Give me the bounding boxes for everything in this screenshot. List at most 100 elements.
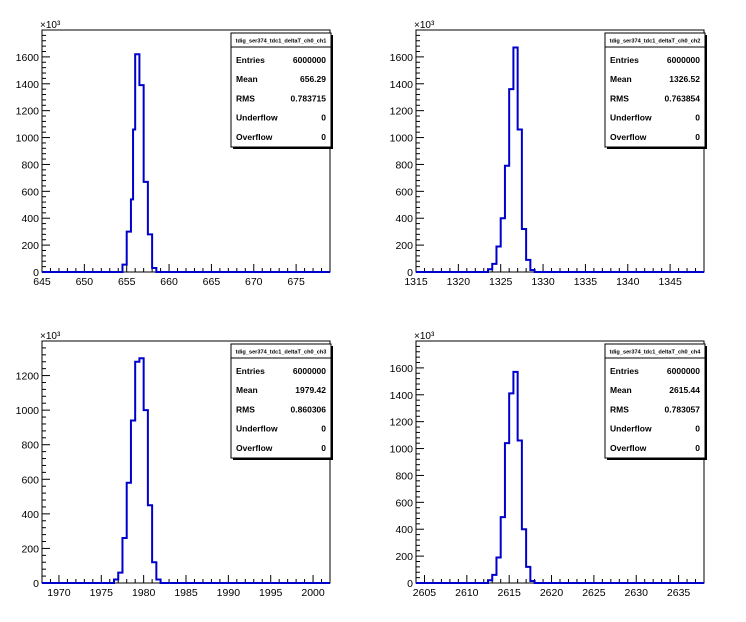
histogram-pad-ch1: ×10³ 0 200 400 600 800 1000 1200 1400 1600 645 650 6… (16, 20, 333, 288)
x-tick-label: 1325 (489, 276, 513, 288)
y-tick-label: 800 (21, 440, 39, 452)
y-tick-label: 400 (395, 524, 413, 536)
stats-key-entries: Entries (236, 366, 265, 376)
stats-value-mean: 2615.44 (669, 385, 700, 395)
y-tick-label: 600 (395, 186, 413, 198)
y-tick-label: 0 (33, 267, 39, 279)
x-tick-label: 2605 (413, 587, 437, 599)
stats-key-overflow: Overflow (610, 443, 647, 453)
stats-key-rms: RMS (236, 404, 255, 414)
stats-value-overflow: 0 (695, 132, 700, 142)
y-tick-label: 1600 (390, 52, 414, 64)
x-tick-label: 2615 (497, 587, 521, 599)
stats-value-mean: 1326.52 (669, 74, 700, 84)
stats-value-underflow: 0 (695, 113, 700, 123)
y-exponent-label: ×10³ (40, 331, 61, 342)
stats-box (230, 343, 332, 459)
stats-key-rms: RMS (610, 93, 629, 103)
stats-key-overflow: Overflow (236, 443, 273, 453)
y-tick-label: 1200 (16, 106, 40, 118)
stats-value-entries: 6000000 (667, 55, 700, 65)
y-tick-label: 1400 (16, 79, 40, 91)
y-tick-label: 1600 (16, 52, 40, 64)
stats-key-entries: Entries (610, 366, 639, 376)
y-tick-label: 800 (395, 470, 413, 482)
stats-key-rms: RMS (236, 93, 255, 103)
stats-value-overflow: 0 (695, 443, 700, 453)
x-tick-label: 645 (33, 276, 51, 288)
x-tick-label: 1345 (658, 276, 682, 288)
stats-value-underflow: 0 (695, 424, 700, 434)
stats-value-rms: 0.860306 (291, 404, 327, 414)
histogram-outline (416, 46, 704, 273)
x-tick-label: 675 (287, 276, 305, 288)
x-tick-label: 655 (118, 276, 136, 288)
stats-value-rms: 0.763854 (665, 93, 701, 103)
y-tick-label: 400 (21, 213, 39, 225)
stats-key-rms: RMS (610, 404, 629, 414)
x-tick-label: 2610 (455, 587, 479, 599)
stats-key-mean: Mean (610, 385, 632, 395)
stats-value-rms: 0.783057 (665, 404, 701, 414)
y-tick-label: 0 (407, 578, 413, 590)
stats-key-mean: Mean (610, 74, 632, 84)
stats-title: tdig_ser374_tdc1_deltaT_ch0_ch4 (610, 350, 702, 356)
stats-value-overflow: 0 (321, 132, 326, 142)
x-tick-label: 1340 (616, 276, 640, 288)
histogram-pad-ch3: ×10³ 0 200 400 600 800 1000 1200 1970 1975 1980 198… (16, 331, 333, 599)
x-tick-label: 660 (160, 276, 178, 288)
stats-box (604, 32, 706, 148)
x-tick-label: 2620 (540, 587, 564, 599)
y-tick-label: 1400 (390, 79, 414, 91)
y-tick-label: 400 (395, 213, 413, 225)
stats-key-entries: Entries (236, 55, 265, 65)
y-exponent-label: ×10³ (414, 20, 435, 31)
x-tick-label: 670 (245, 276, 263, 288)
x-tick-label: 665 (203, 276, 221, 288)
y-tick-label: 400 (21, 509, 39, 521)
y-tick-label: 1000 (16, 405, 40, 417)
stats-value-entries: 6000000 (667, 366, 700, 376)
y-tick-label: 1200 (390, 417, 414, 429)
x-tick-label: 1980 (132, 587, 156, 599)
x-tick-label: 2625 (582, 587, 606, 599)
y-tick-label: 200 (21, 543, 39, 555)
y-exponent-label: ×10³ (40, 20, 61, 31)
stats-value-mean: 656.29 (300, 74, 326, 84)
stats-title: tdig_ser374_tdc1_deltaT_ch0_ch3 (236, 350, 327, 356)
y-tick-label: 1000 (390, 133, 414, 145)
stats-value-mean: 1979.42 (295, 385, 326, 395)
y-tick-label: 800 (21, 159, 39, 171)
stats-key-mean: Mean (236, 385, 258, 395)
y-tick-label: 200 (21, 240, 39, 252)
stats-value-overflow: 0 (321, 443, 326, 453)
x-tick-label: 1970 (47, 587, 71, 599)
y-exponent-label: ×10³ (414, 331, 435, 342)
x-tick-label: 1990 (217, 587, 241, 599)
stats-key-entries: Entries (610, 55, 639, 65)
x-tick-label: 1335 (574, 276, 598, 288)
x-tick-label: 650 (76, 276, 94, 288)
stats-value-entries: 6000000 (293, 366, 326, 376)
y-tick-label: 0 (33, 578, 39, 590)
stats-key-overflow: Overflow (610, 132, 647, 142)
x-tick-label: 1975 (90, 587, 114, 599)
stats-key-mean: Mean (236, 74, 258, 84)
y-tick-label: 1400 (390, 390, 414, 402)
x-tick-label: 2635 (667, 587, 691, 599)
histogram-outline (42, 357, 330, 584)
y-tick-label: 200 (395, 551, 413, 563)
stats-title: tdig_ser374_tdc1_deltaT_ch0_ch2 (610, 39, 701, 45)
y-tick-label: 1000 (390, 444, 414, 456)
x-tick-label: 1995 (259, 587, 283, 599)
histogram-outline (416, 370, 704, 584)
y-tick-label: 1200 (16, 371, 40, 383)
y-tick-label: 600 (21, 474, 39, 486)
histogram-pad-ch2: ×10³ 0 200 400 600 800 1000 1200 1400 1600 1315 132… (390, 20, 707, 288)
histogram-pad-ch4: ×10³ 0 200 400 600 800 1000 1200 1400 1600 2605 261… (390, 331, 707, 599)
x-tick-label: 2630 (625, 587, 649, 599)
y-tick-label: 600 (395, 497, 413, 509)
y-tick-label: 800 (395, 159, 413, 171)
y-tick-label: 1200 (390, 106, 414, 118)
